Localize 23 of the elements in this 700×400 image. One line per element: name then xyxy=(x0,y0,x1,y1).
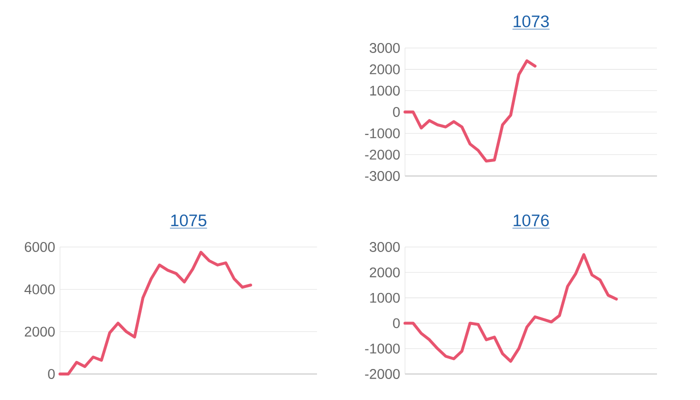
y-tick-label: 1000 xyxy=(370,86,400,96)
y-tick-label: 2000 xyxy=(24,326,55,337)
y-tick-label: -1000 xyxy=(365,128,400,138)
chart-title: 1076 xyxy=(514,214,549,226)
y-tick-label: 3000 xyxy=(370,43,400,53)
y-tick-label: 6000 xyxy=(24,242,55,252)
line-series xyxy=(58,250,252,376)
y-tick-label: -2000 xyxy=(365,150,400,160)
chart-title: 1073 xyxy=(514,15,549,28)
chart-title: 1075 xyxy=(171,214,206,226)
y-tick-label: -3000 xyxy=(365,171,400,181)
y-tick-label: -2000 xyxy=(365,369,400,379)
y-tick-label: 0 xyxy=(393,107,400,117)
y-tick-label: 0 xyxy=(393,318,400,328)
y-tick-label: 0 xyxy=(48,369,55,379)
y-tick-label: 3000 xyxy=(370,242,400,252)
y-tick-label: -1000 xyxy=(365,344,400,354)
y-tick-label: 2000 xyxy=(370,64,400,74)
line-series xyxy=(404,253,618,363)
y-tick-label: 2000 xyxy=(370,267,400,278)
y-tick-label: 4000 xyxy=(24,284,55,294)
y-tick-label: 1000 xyxy=(370,292,400,303)
line-series xyxy=(404,59,537,163)
